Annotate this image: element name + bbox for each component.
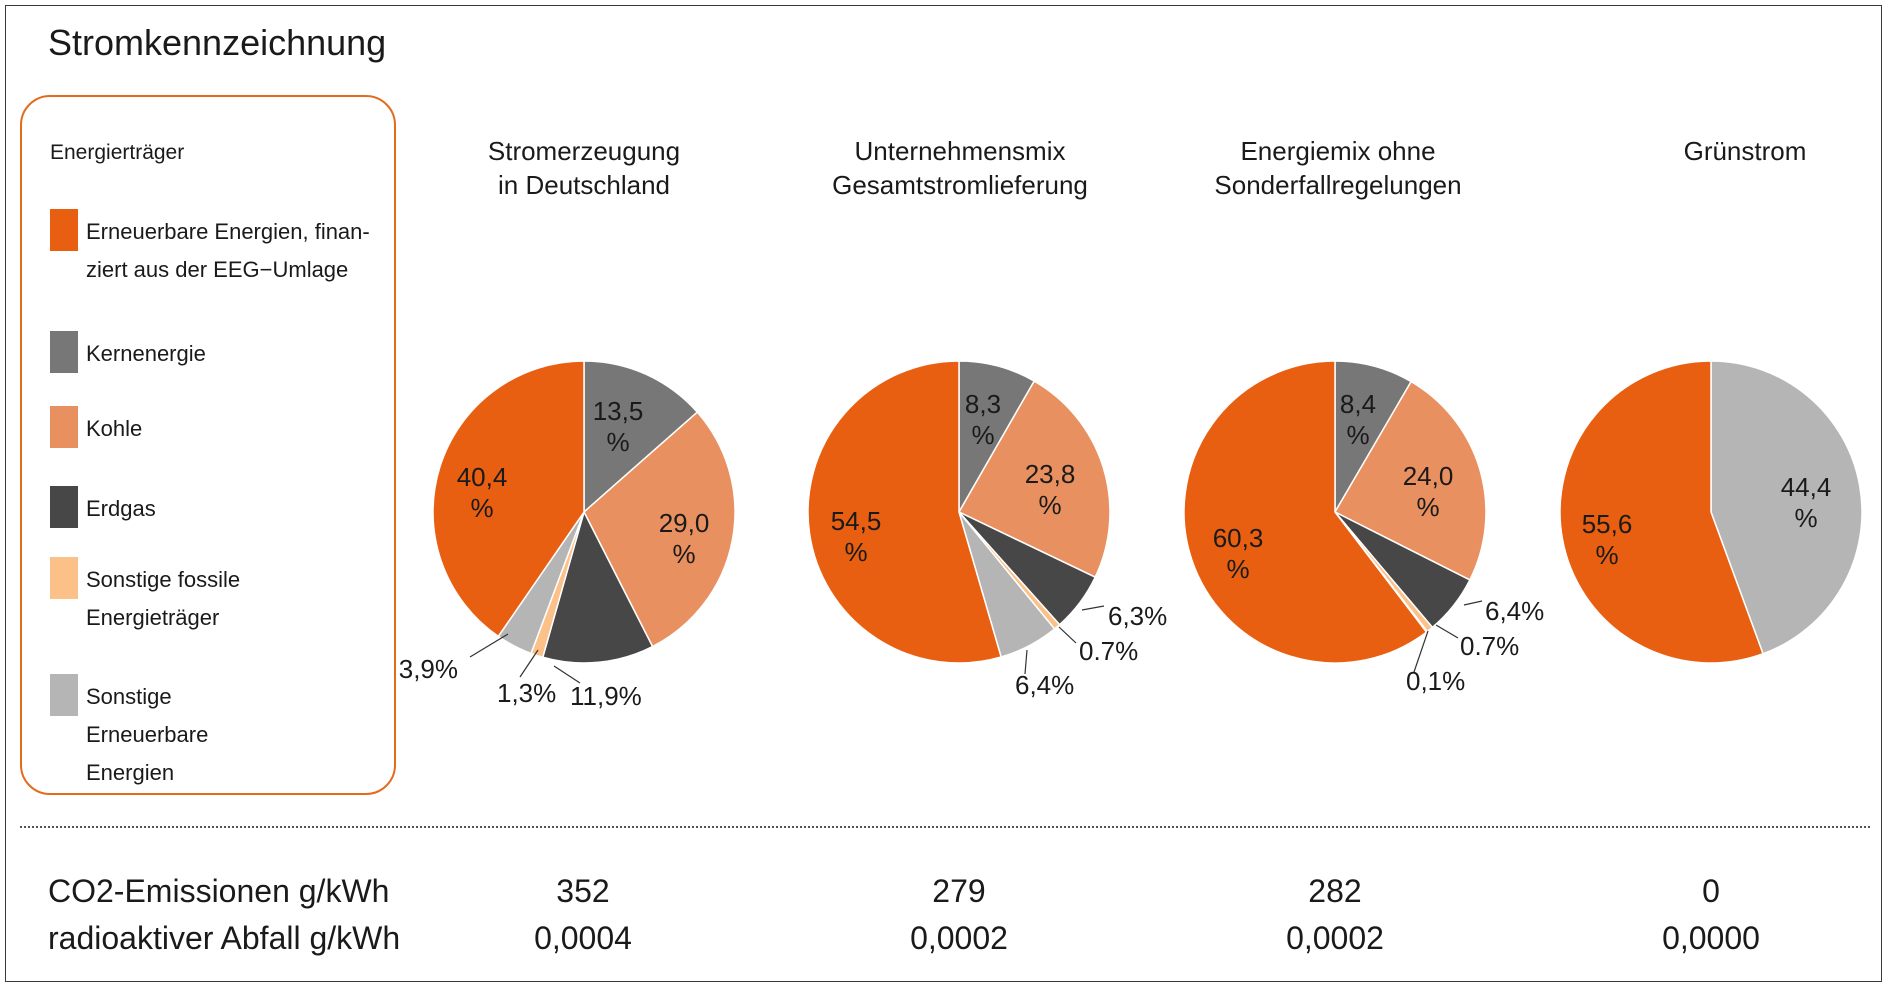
waste-value-unternehmensmix: 0,0002: [910, 920, 1008, 956]
leader-line-deutschland-erdgas: [553, 665, 581, 684]
legend-label: Erneuerbare Energien, finan- ziert aus d…: [86, 219, 370, 282]
legend-label: Kohle: [86, 416, 143, 441]
leader-line-energiemix-erdgas: [1463, 600, 1483, 606]
waste-value-energiemix: 0,0002: [1286, 920, 1384, 956]
pie-label-energiemix-kohle: 24,0%: [1403, 461, 1454, 522]
pie-label-deutschland-sonstEE: 3,9%: [399, 654, 458, 684]
co2-value-deutschland: 352: [556, 873, 610, 909]
legend-heading: Energierträger: [50, 141, 185, 164]
legend-label: Sonstige fossile Energieträger: [86, 567, 241, 630]
pie-slice-energiemix-eeg: [1183, 360, 1428, 664]
pie-label-unternehmensmix-erdgas: 6,3%: [1108, 601, 1167, 631]
pie-label-unternehmensmix-kern: 8,3%: [965, 389, 1001, 450]
pie-label-unternehmensmix-fossil: 0.7%: [1079, 636, 1138, 666]
co2-value-gruenstrom: 0: [1702, 873, 1720, 909]
leader-line-deutschland-sonstEE: [469, 633, 509, 658]
pie-label-energiemix-erdgas: 6,4%: [1485, 596, 1544, 626]
pie-slice-unternehmensmix-eeg: [807, 360, 1003, 664]
pie-slice-deutschland-eeg: [432, 360, 585, 638]
leader-line-unternehmensmix-sonstEE: [1024, 649, 1028, 675]
legend-swatch: [50, 557, 78, 599]
legend-swatch: [50, 406, 78, 448]
pie-slice-deutschland-kern: [583, 360, 699, 514]
legend-label: Erdgas: [86, 496, 156, 521]
pie-label-energiemix-kern: 8,4%: [1340, 389, 1376, 450]
pie-slice-deutschland-erdgas: [541, 509, 654, 664]
co2-value-unternehmensmix: 279: [932, 873, 986, 909]
pie-label-deutschland-kern: 13,5%: [593, 396, 644, 457]
legend-swatch: [50, 331, 78, 373]
page-title: Stromkennzeichnung: [48, 22, 387, 63]
pie-label-unternehmensmix-sonstEE: 6,4%: [1015, 670, 1074, 700]
leader-line-unternehmensmix-erdgas: [1081, 605, 1105, 611]
pie-title-gruenstrom: Grünstrom: [1683, 136, 1807, 166]
pie-label-unternehmensmix-eeg: 54,5%: [831, 506, 882, 567]
pie-label-deutschland-kohle: 29,0%: [659, 508, 710, 569]
leader-line-energiemix-sonstEE: [1413, 630, 1429, 673]
legend-swatch: [50, 209, 78, 251]
pie-label-energiemix-fossil: 0.7%: [1460, 631, 1519, 661]
legend-label: Kernenergie: [86, 341, 206, 366]
waste-value-gruenstrom: 0,0000: [1662, 920, 1760, 956]
legend-swatch: [50, 486, 78, 528]
legend: Energierträger Erneuerbare Energien, fin…: [20, 95, 396, 795]
pie-label-gruenstrom-sonstEE: 44,4%: [1781, 472, 1832, 533]
pie-title-energiemix: Energiemix ohne Sonderfallregelungen: [1214, 136, 1462, 200]
co2-value-energiemix: 282: [1308, 873, 1362, 909]
legend-label: Sonstige Erneuerbare Energien: [86, 684, 209, 785]
divider: [20, 826, 1870, 828]
pie-label-gruenstrom-eeg: 55,6%: [1582, 509, 1633, 570]
pie-label-energiemix-eeg: 60,3%: [1213, 523, 1264, 584]
pie-label-deutschland-fossil: 1,3%: [497, 678, 556, 708]
waste-value-deutschland: 0,0004: [534, 920, 632, 956]
pie-title-deutschland: Stromerzeugung in Deutschland: [487, 136, 681, 200]
leader-line-unternehmensmix-fossil: [1058, 626, 1077, 644]
pie-slice-gruenstrom-eeg: [1559, 360, 1765, 664]
pie-label-deutschland-erdgas: 11,9%: [570, 681, 642, 711]
legend-swatch: [50, 674, 78, 716]
co2-label: CO2-Emissionen g/kWh: [48, 873, 390, 909]
pie-title-unternehmensmix: Unternehmensmix Gesamtstromlieferung: [832, 136, 1088, 200]
leader-line-deutschland-fossil: [519, 649, 539, 678]
pie-slice-unternehmensmix-kohle: [957, 380, 1111, 579]
pie-label-unternehmensmix-kohle: 23,8%: [1025, 459, 1076, 520]
waste-label: radioaktiver Abfall g/kWh: [48, 920, 401, 956]
pie-slice-gruenstrom-sonstEE: [1710, 360, 1863, 655]
pie-slice-deutschland-kohle: [583, 411, 736, 648]
leader-line-energiemix-fossil: [1435, 624, 1459, 639]
pie-label-deutschland-eeg: 40,4%: [457, 462, 508, 523]
pie-label-energiemix-sonstEE: 0,1%: [1406, 666, 1465, 696]
